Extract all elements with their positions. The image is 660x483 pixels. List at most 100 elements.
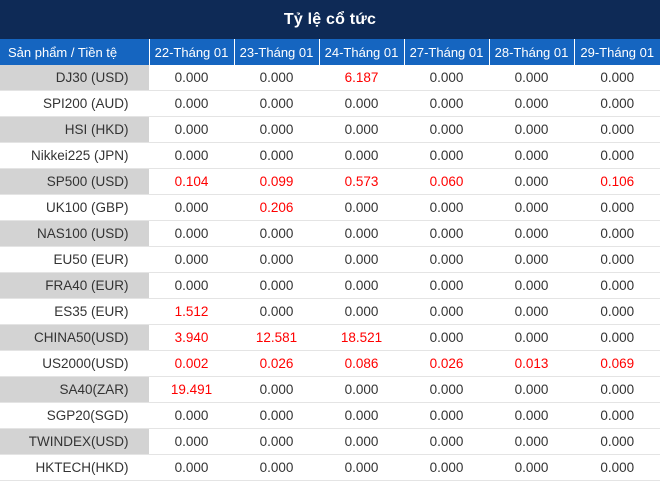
dividend-value-cell: 0.000	[234, 246, 320, 273]
dividend-value-cell: 0.000	[404, 428, 490, 455]
dividend-value-cell: 0.069	[574, 350, 660, 377]
header-date: 27-Tháng 01	[404, 39, 490, 65]
dividend-value-cell: 0.000	[404, 324, 490, 351]
row-product-name: HSI (HKD)	[0, 116, 150, 143]
dividend-value-cell: 0.000	[234, 298, 320, 325]
row-product-name: SGP20(SGD)	[0, 402, 150, 429]
dividend-value-cell: 0.000	[489, 376, 575, 403]
dividend-value-cell: 0.000	[574, 272, 660, 299]
table-row: HKTECH(HKD) 0.000 0.000 0.000 0.000 0.000 0.00…	[0, 454, 660, 481]
dividend-value-cell: 0.000	[149, 454, 235, 481]
dividend-value-cell: 0.000	[319, 454, 405, 481]
dividend-value-cell: 0.000	[404, 376, 490, 403]
dividend-table: Sản phẩm / Tiền tệ 22-Tháng 01 23-Tháng …	[0, 39, 660, 481]
dividend-value-cell: 0.000	[319, 402, 405, 429]
table-row: HSI (HKD) 0.000 0.000 0.000 0.000 0.000 0.000	[0, 116, 660, 143]
dividend-value-cell: 0.000	[234, 428, 320, 455]
dividend-value-cell: 0.000	[574, 65, 660, 91]
dividend-value-cell: 0.000	[489, 168, 575, 195]
table-row: SA40(ZAR) 19.491 0.000 0.000 0.000 0.000 0.000	[0, 376, 660, 403]
header-date: 24-Tháng 01	[319, 39, 405, 65]
dividend-value-cell: 0.000	[234, 220, 320, 247]
dividend-value-cell: 0.000	[319, 90, 405, 117]
table-row: SP500 (USD) 0.104 0.099 0.573 0.060 0.000 0.10…	[0, 168, 660, 195]
dividend-value-cell: 0.000	[489, 272, 575, 299]
dividend-value-cell: 0.000	[404, 116, 490, 143]
dividend-value-cell: 0.573	[319, 168, 405, 195]
dividend-value-cell: 0.026	[404, 350, 490, 377]
dividend-value-cell: 0.000	[404, 90, 490, 117]
dividend-value-cell: 0.000	[404, 142, 490, 169]
dividend-value-cell: 0.000	[319, 376, 405, 403]
dividend-value-cell: 0.000	[574, 90, 660, 117]
dividend-value-cell: 0.000	[234, 142, 320, 169]
dividend-value-cell: 0.000	[574, 428, 660, 455]
dividend-value-cell: 0.000	[149, 116, 235, 143]
dividend-value-cell: 0.000	[574, 324, 660, 351]
row-product-name: FRA40 (EUR)	[0, 272, 150, 299]
dividend-value-cell: 0.000	[319, 428, 405, 455]
header-row: Sản phẩm / Tiền tệ 22-Tháng 01 23-Tháng …	[0, 39, 660, 65]
dividend-value-cell: 0.000	[489, 142, 575, 169]
row-product-name: SPI200 (AUD)	[0, 90, 150, 117]
row-product-name: Nikkei225 (JPN)	[0, 142, 150, 169]
dividend-value-cell: 0.000	[319, 246, 405, 273]
dividend-value-cell: 0.206	[234, 194, 320, 221]
dividend-value-cell: 3.940	[149, 324, 235, 351]
table-body: DJ30 (USD) 0.000 0.000 6.187 0.000 0.000 0.000…	[0, 65, 660, 481]
dividend-value-cell: 1.512	[149, 298, 235, 325]
row-product-name: SP500 (USD)	[0, 168, 150, 195]
dividend-value-cell: 6.187	[319, 65, 405, 91]
table-row: DJ30 (USD) 0.000 0.000 6.187 0.000 0.000 0.000	[0, 65, 660, 91]
dividend-value-cell: 0.000	[489, 220, 575, 247]
dividend-value-cell: 0.000	[319, 142, 405, 169]
dividend-value-cell: 0.000	[149, 428, 235, 455]
dividend-value-cell: 0.000	[404, 220, 490, 247]
dividend-value-cell: 0.000	[489, 65, 575, 91]
row-product-name: TWINDEX(USD)	[0, 428, 150, 455]
dividend-value-cell: 0.000	[574, 116, 660, 143]
dividend-value-cell: 0.000	[234, 90, 320, 117]
dividend-value-cell: 0.000	[404, 194, 490, 221]
table-row: EU50 (EUR) 0.000 0.000 0.000 0.000 0.000 0.000	[0, 246, 660, 273]
dividend-value-cell: 0.000	[489, 454, 575, 481]
dividend-value-cell: 0.000	[234, 454, 320, 481]
dividend-value-cell: 0.000	[489, 116, 575, 143]
dividend-value-cell: 0.000	[574, 402, 660, 429]
row-product-name: NAS100 (USD)	[0, 220, 150, 247]
dividend-value-cell: 0.000	[489, 428, 575, 455]
dividend-value-cell: 0.000	[574, 220, 660, 247]
dividend-value-cell: 0.000	[234, 272, 320, 299]
dividend-value-cell: 0.104	[149, 168, 235, 195]
header-date: 22-Tháng 01	[149, 39, 235, 65]
dividend-value-cell: 18.521	[319, 324, 405, 351]
dividend-value-cell: 0.013	[489, 350, 575, 377]
row-product-name: HKTECH(HKD)	[0, 454, 150, 481]
table-row: TWINDEX(USD) 0.000 0.000 0.000 0.000 0.000 0.0…	[0, 428, 660, 455]
dividend-value-cell: 0.000	[489, 324, 575, 351]
dividend-value-cell: 0.000	[234, 65, 320, 91]
table-row: US2000(USD) 0.002 0.026 0.086 0.026 0.013 0.06…	[0, 350, 660, 377]
dividend-value-cell: 0.000	[574, 246, 660, 273]
dividend-value-cell: 0.000	[319, 298, 405, 325]
dividend-value-cell: 0.000	[319, 116, 405, 143]
table-row: CHINA50(USD) 3.940 12.581 18.521 0.000 0.000 0…	[0, 324, 660, 351]
dividend-value-cell: 0.000	[574, 298, 660, 325]
row-product-name: EU50 (EUR)	[0, 246, 150, 273]
dividend-value-cell: 0.000	[574, 142, 660, 169]
dividend-value-cell: 0.086	[319, 350, 405, 377]
row-product-name: CHINA50(USD)	[0, 324, 150, 351]
dividend-value-cell: 0.099	[234, 168, 320, 195]
dividend-value-cell: 0.000	[404, 454, 490, 481]
dividend-value-cell: 0.000	[574, 376, 660, 403]
dividend-value-cell: 12.581	[234, 324, 320, 351]
dividend-value-cell: 0.000	[149, 90, 235, 117]
dividend-value-cell: 0.000	[234, 402, 320, 429]
table-row: ES35 (EUR) 1.512 0.000 0.000 0.000 0.000 0.000	[0, 298, 660, 325]
dividend-value-cell: 0.000	[234, 376, 320, 403]
header-date: 23-Tháng 01	[234, 39, 320, 65]
dividend-value-cell: 0.026	[234, 350, 320, 377]
dividend-value-cell: 0.060	[404, 168, 490, 195]
header-product: Sản phẩm / Tiền tệ	[0, 39, 150, 65]
